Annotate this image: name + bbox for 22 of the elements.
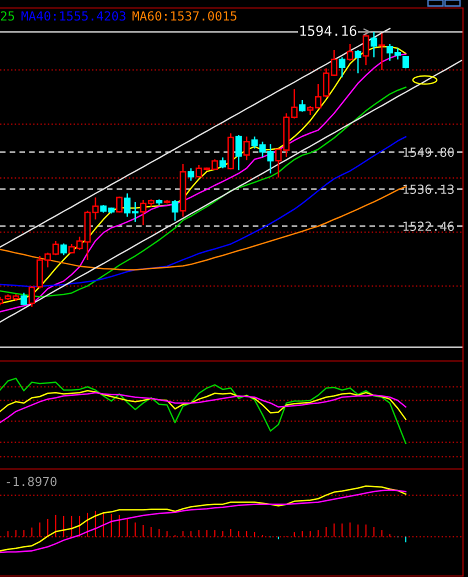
candlestick bbox=[346, 43, 354, 62]
candlestick bbox=[116, 196, 123, 214]
candlestick bbox=[235, 134, 242, 171]
candlestick bbox=[20, 292, 28, 306]
annotation: -1.8970 bbox=[6, 476, 56, 486]
candlestick bbox=[354, 49, 362, 74]
candlestick bbox=[370, 31, 378, 58]
text: 25 bbox=[0, 11, 14, 21]
y-tick-label: 1522.46 bbox=[403, 222, 454, 231]
text: MA60:1537.0015 bbox=[132, 11, 236, 21]
text: MA40:1555.4203 bbox=[22, 11, 126, 21]
annotation: 1594.16 bbox=[300, 25, 356, 36]
candlestick bbox=[220, 156, 226, 169]
candlestick bbox=[60, 242, 67, 256]
candlestick bbox=[243, 136, 250, 161]
y-tick-label: 1549.80 bbox=[403, 148, 454, 157]
candlestick bbox=[378, 32, 386, 71]
line-series bbox=[0, 60, 462, 323]
candlestick bbox=[188, 168, 194, 182]
candlestick bbox=[338, 56, 346, 78]
candlestick bbox=[402, 55, 409, 70]
candlestick bbox=[172, 199, 178, 222]
